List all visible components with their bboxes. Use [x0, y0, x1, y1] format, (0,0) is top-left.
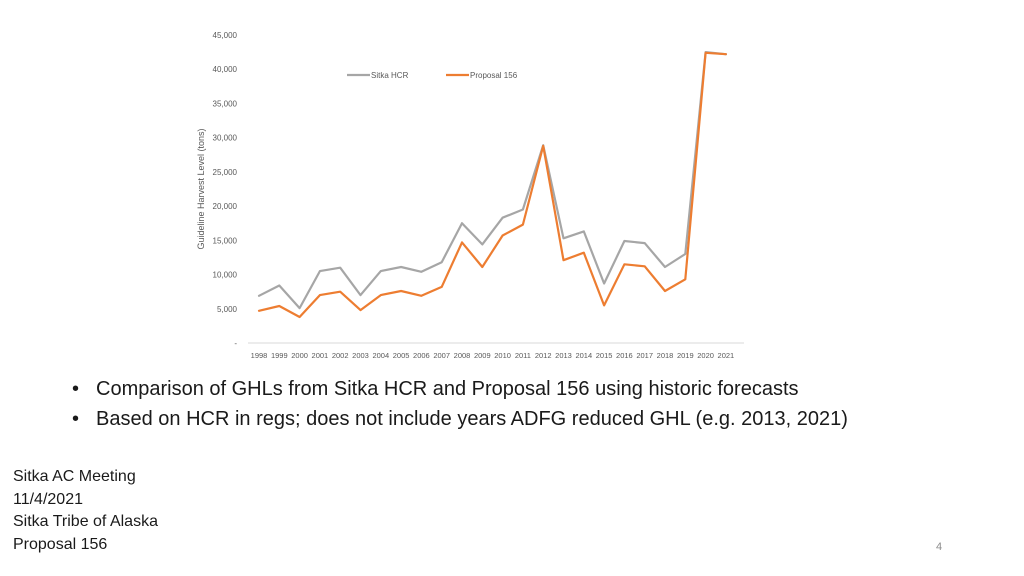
y-tick-label: 5,000 [217, 305, 238, 314]
x-tick-label: 1999 [271, 351, 288, 360]
x-tick-label: 2003 [352, 351, 369, 360]
x-tick-label: 2012 [535, 351, 552, 360]
x-axis-ticks: 1998 1999 2000 2001 2002 2003 2004 2005 2006 2007… [251, 351, 735, 360]
y-tick-label: 40,000 [213, 65, 238, 74]
x-tick-label: 2002 [332, 351, 349, 360]
bullet-list: Comparison of GHLs from Sitka HCR and Pr… [70, 374, 848, 434]
series-lines [257, 50, 728, 319]
x-tick-label: 2009 [474, 351, 491, 360]
legend-label: Proposal 156 [470, 71, 518, 80]
series-line [257, 51, 728, 319]
x-tick-label: 2015 [596, 351, 613, 360]
x-tick-label: 2011 [515, 351, 531, 360]
x-tick-label: 2006 [413, 351, 430, 360]
x-tick-label: 2020 [697, 351, 714, 360]
x-tick-label: 2013 [555, 351, 572, 360]
x-tick-label: 2019 [677, 351, 694, 360]
y-tick-label: 45,000 [213, 31, 238, 40]
x-tick-label: 2010 [494, 351, 511, 360]
x-tick-label: 2021 [718, 351, 735, 360]
chart-legend: Sitka HCR Proposal 156 [347, 71, 518, 80]
y-axis-label: Guideline Harvest Level (tons) [196, 128, 206, 249]
legend-label: Sitka HCR [371, 71, 409, 80]
x-tick-label: 2007 [433, 351, 450, 360]
x-tick-label: 2014 [575, 351, 592, 360]
x-tick-label: 2018 [657, 351, 674, 360]
bullet-item-2: Based on HCR in regs; does not include y… [70, 404, 848, 434]
x-tick-label: 2000 [291, 351, 308, 360]
y-tick-label: 30,000 [213, 134, 238, 143]
y-axis-ticks: - 5,000 10,000 15,000 20,000 25,000 30,000 35,0… [213, 31, 238, 348]
y-tick-label: 10,000 [213, 271, 238, 280]
footer-proposal: Proposal 156 [13, 535, 108, 553]
series-line [257, 50, 728, 310]
page-number: 4 [936, 541, 943, 553]
y-tick-label: 15,000 [213, 236, 238, 245]
x-tick-label: 2004 [372, 351, 389, 360]
x-tick-label: 2005 [393, 351, 410, 360]
bullet-item-1: Comparison of GHLs from Sitka HCR and Pr… [70, 374, 848, 404]
y-tick-label: 35,000 [213, 99, 238, 108]
x-tick-label: 2017 [636, 351, 653, 360]
y-tick-label: 20,000 [213, 202, 238, 211]
x-tick-label: 2008 [454, 351, 471, 360]
y-tick-label: - [234, 339, 237, 348]
y-tick-label: 25,000 [213, 168, 238, 177]
footer-meeting: Sitka AC Meeting [13, 468, 136, 485]
footer-date: 11/4/2021 [13, 490, 83, 508]
footer-info: Sitka AC Meeting 11/4/2021 Sitka Tribe o… [13, 466, 158, 556]
x-tick-label: 2001 [312, 351, 329, 360]
x-tick-label: 1998 [251, 351, 268, 360]
x-tick-label: 2016 [616, 351, 633, 360]
ghl-line-chart: - 5,000 10,000 15,000 20,000 25,000 30,000 35,0… [196, 31, 744, 360]
footer-organization: Sitka Tribe of Alaska [13, 513, 158, 530]
